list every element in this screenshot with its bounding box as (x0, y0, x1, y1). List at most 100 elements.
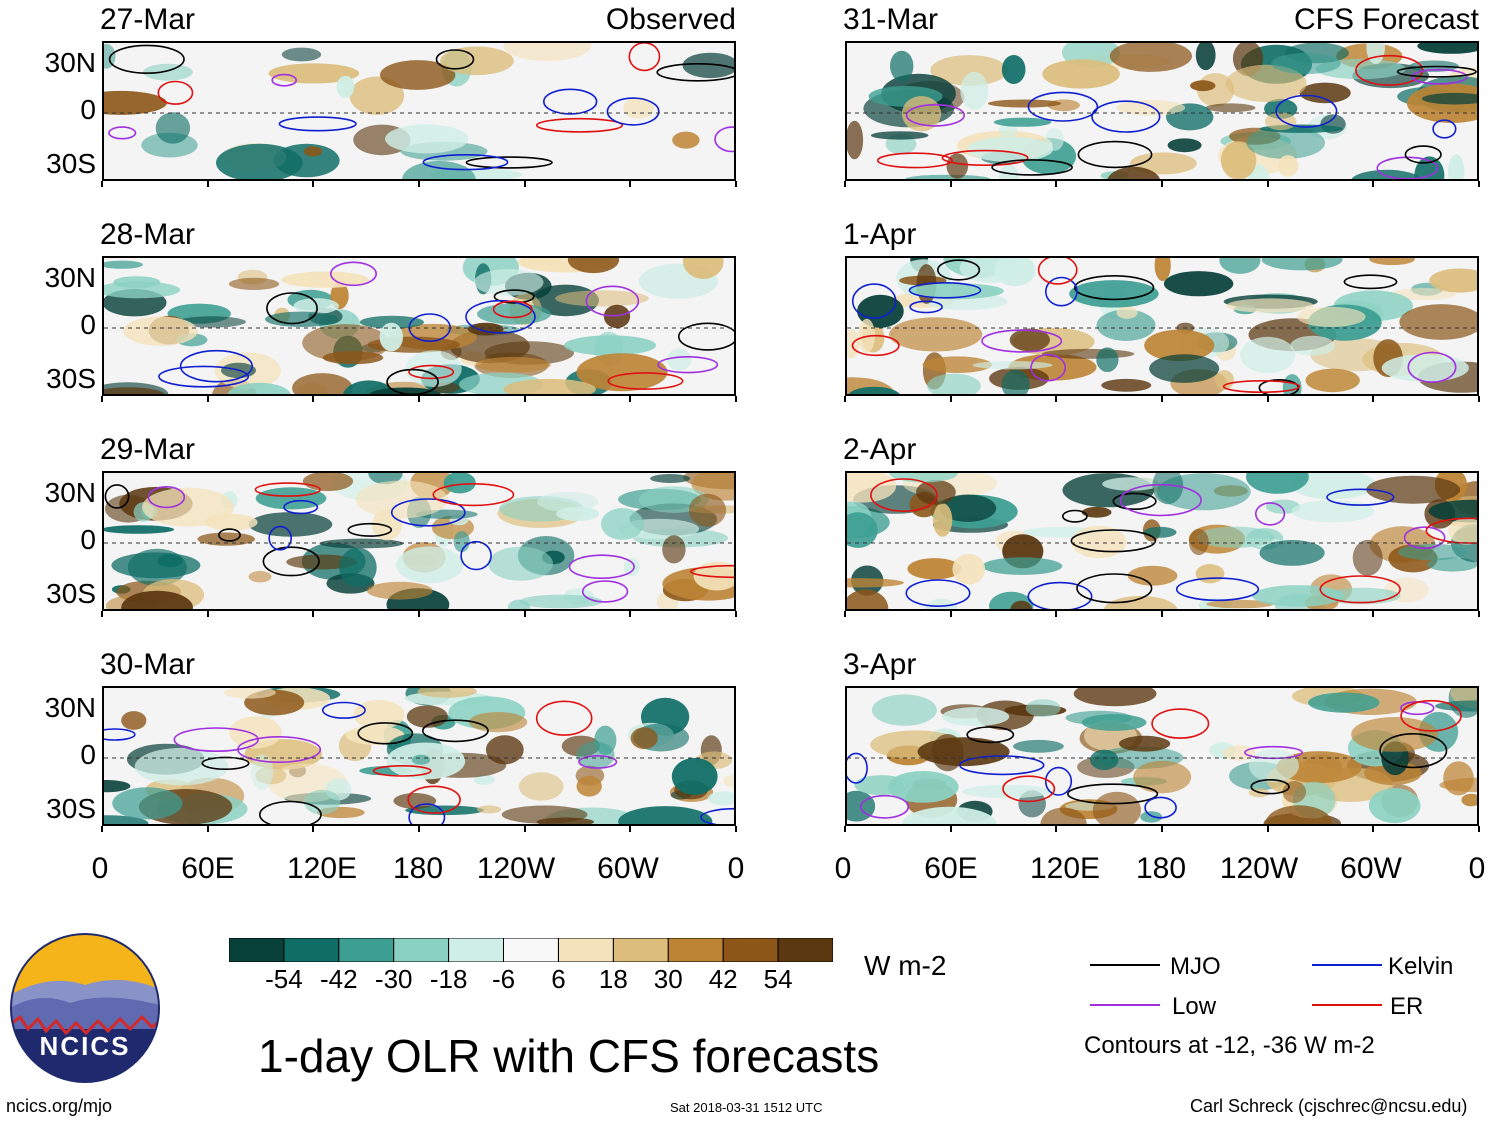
legend-line-low (1090, 1004, 1160, 1006)
olr-anomaly-patch (1417, 43, 1477, 54)
olr-anomaly-patch (1102, 477, 1160, 491)
olr-anomaly-patch (1081, 506, 1112, 518)
olr-anomaly-patch (603, 304, 631, 329)
olr-anomaly-patch (104, 815, 149, 824)
wave-contour (1044, 276, 1078, 307)
olr-anomaly-patch (1276, 751, 1362, 784)
olr-field (847, 473, 1477, 609)
wave-contour (1070, 529, 1157, 553)
lon-tick-mark (1478, 181, 1480, 187)
lon-tick-mark (101, 181, 103, 187)
olr-anomaly-patch (303, 146, 323, 157)
wave-contour (876, 152, 953, 169)
wave-contour (330, 261, 378, 287)
wave-contour (966, 726, 1015, 744)
wave-contour (1400, 699, 1462, 732)
olr-anomaly-patch (1299, 82, 1351, 104)
olr-anomaly-patch (393, 793, 437, 809)
wave-contour (493, 289, 535, 304)
lat-tick-label: 30N (44, 477, 96, 508)
lon-tick-mark (312, 396, 315, 402)
olr-anomaly-patch (847, 589, 889, 609)
wave-contour (268, 525, 292, 551)
olr-anomaly-patch (952, 554, 986, 585)
olr-anomaly-patch (1010, 600, 1033, 609)
olr-anomaly-patch (143, 63, 193, 81)
wave-contour (465, 299, 536, 334)
logo-text: NCICS (40, 1031, 131, 1061)
olr-anomaly-patch (281, 47, 322, 62)
figure-title: 1-day OLR with CFS forecasts (258, 1030, 880, 1082)
wave-contour (851, 283, 897, 319)
olr-anomaly-patch (931, 734, 964, 772)
lon-tick-mark (629, 181, 632, 187)
olr-anomaly-patch (104, 387, 165, 394)
panel-date-label: 29-Mar (100, 433, 196, 466)
lon-tick-mark (206, 611, 209, 617)
olr-anomaly-patch (1219, 258, 1261, 274)
olr-anomaly-patch (889, 473, 958, 483)
lat-tick-label: 30N (44, 262, 96, 293)
lon-tick-mark (1372, 396, 1375, 402)
olr-anomaly-patch (104, 260, 143, 269)
wave-contour (408, 364, 455, 380)
olr-anomaly-patch (1025, 699, 1061, 717)
olr-anomaly-patch (1127, 565, 1178, 586)
wave-contour (1222, 380, 1301, 394)
olr-anomaly-patch (503, 378, 596, 394)
olr-anomaly-patch (1109, 43, 1192, 72)
wave-contour (104, 484, 130, 509)
panel-date-label: 2-Apr (843, 433, 917, 466)
lon-tick-mark (206, 396, 209, 402)
olr-anomaly-patch (229, 716, 282, 749)
lon-tick-mark (101, 826, 103, 832)
olr-field (104, 473, 734, 609)
olr-anomaly-patch (1366, 475, 1461, 504)
lon-tick-label: 60W (597, 852, 659, 885)
olr-anomaly-patch (248, 512, 333, 537)
olr-anomaly-patch (854, 775, 909, 796)
olr-anomaly-patch (902, 806, 997, 824)
olr-field (104, 43, 734, 179)
olr-anomaly-patch (1246, 473, 1309, 494)
lon-tick-mark (1055, 826, 1058, 832)
olr-anomaly-patch (1188, 528, 1209, 556)
olr-anomaly-patch (1205, 103, 1256, 113)
olr-anomaly-patch (121, 590, 193, 609)
wave-contour (937, 259, 981, 281)
colorbar-tick-label: 6 (551, 964, 566, 994)
wave-contour (1319, 575, 1401, 604)
olr-field (847, 688, 1477, 824)
olr-anomaly-patch (1101, 378, 1152, 392)
olr-anomaly-patch (1398, 543, 1467, 561)
wave-contour (941, 149, 1029, 166)
olr-anomaly-patch (104, 780, 131, 793)
olr-anomaly-patch (355, 480, 448, 519)
wave-contour (266, 292, 318, 325)
lon-tick-mark (844, 396, 846, 402)
olr-anomaly-patch (982, 557, 1063, 575)
lon-tick-mark (101, 396, 103, 402)
lon-tick-label: 0 (727, 852, 745, 885)
olr-anomaly-patch (672, 131, 700, 149)
wave-contour (606, 97, 660, 126)
wave-contour (1175, 577, 1260, 602)
olr-anomaly-patch (1305, 368, 1360, 393)
olr-anomaly-patch (887, 771, 959, 803)
olr-anomaly-patch (248, 570, 272, 583)
lon-tick-mark (844, 826, 846, 832)
legend-line-mjo (1090, 964, 1160, 966)
wave-contour (1030, 353, 1067, 382)
lon-tick-mark (418, 181, 420, 187)
colorbar-swatch (777, 937, 834, 963)
olr-anomaly-patch (987, 99, 1062, 108)
olr-anomaly-patch (366, 581, 433, 600)
olr-anomaly-patch (228, 277, 280, 290)
lon-tick-mark (1161, 611, 1163, 617)
olr-anomaly-patch (1103, 595, 1178, 609)
olr-anomaly-patch (1351, 717, 1438, 752)
olr-anomaly-patch (302, 324, 390, 362)
colorbar-swatch (448, 937, 505, 963)
olr-anomaly-patch (1222, 745, 1256, 761)
lon-tick-label: 180 (1135, 852, 1187, 885)
